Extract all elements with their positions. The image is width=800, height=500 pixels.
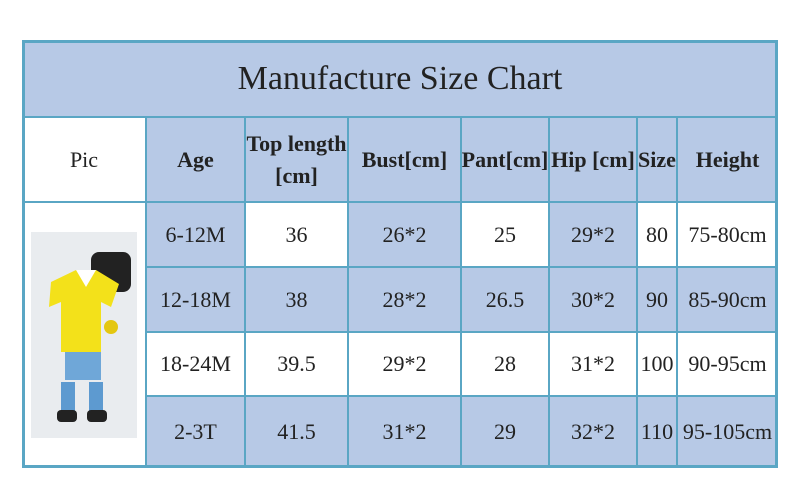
table-cell: 41.5 <box>245 396 348 468</box>
table-cell: 26*2 <box>348 202 461 267</box>
header-cell: Age <box>146 117 245 202</box>
table-cell: 95-105cm <box>677 396 778 468</box>
header-cell: Pant[cm] <box>461 117 549 202</box>
table-cell: 28*2 <box>348 267 461 332</box>
table-cell: 80 <box>637 202 677 267</box>
table-cell: 38 <box>245 267 348 332</box>
table-cell: 18-24M <box>146 332 245 396</box>
table-cell: 29 <box>461 396 549 468</box>
table-cell: 6-12M <box>146 202 245 267</box>
table-cell: 25 <box>461 202 549 267</box>
table-cell: 100 <box>637 332 677 396</box>
table-cell: 30*2 <box>549 267 637 332</box>
header-cell: Pic <box>22 117 146 202</box>
table-cell: 31*2 <box>549 332 637 396</box>
table-cell: 29*2 <box>348 332 461 396</box>
table-cell: 110 <box>637 396 677 468</box>
table-cell: 31*2 <box>348 396 461 468</box>
product-picture-cell <box>22 202 146 468</box>
product-picture <box>31 232 137 438</box>
table-cell: 75-80cm <box>677 202 778 267</box>
table-cell: 26.5 <box>461 267 549 332</box>
table-cell: 90 <box>637 267 677 332</box>
table-cell: 36 <box>245 202 348 267</box>
table-cell: 29*2 <box>549 202 637 267</box>
table-cell: 39.5 <box>245 332 348 396</box>
table-cell: 28 <box>461 332 549 396</box>
header-cell: Top length [cm] <box>245 117 348 202</box>
table-cell: 85-90cm <box>677 267 778 332</box>
table-cell: 90-95cm <box>677 332 778 396</box>
table-cell: 12-18M <box>146 267 245 332</box>
table-cell: 32*2 <box>549 396 637 468</box>
header-cell: Bust[cm] <box>348 117 461 202</box>
header-cell: Hip [cm] <box>549 117 637 202</box>
table-cell: 2-3T <box>146 396 245 468</box>
header-cell: Height <box>677 117 778 202</box>
table-title: Manufacture Size Chart <box>22 40 778 117</box>
header-cell: Size <box>637 117 677 202</box>
